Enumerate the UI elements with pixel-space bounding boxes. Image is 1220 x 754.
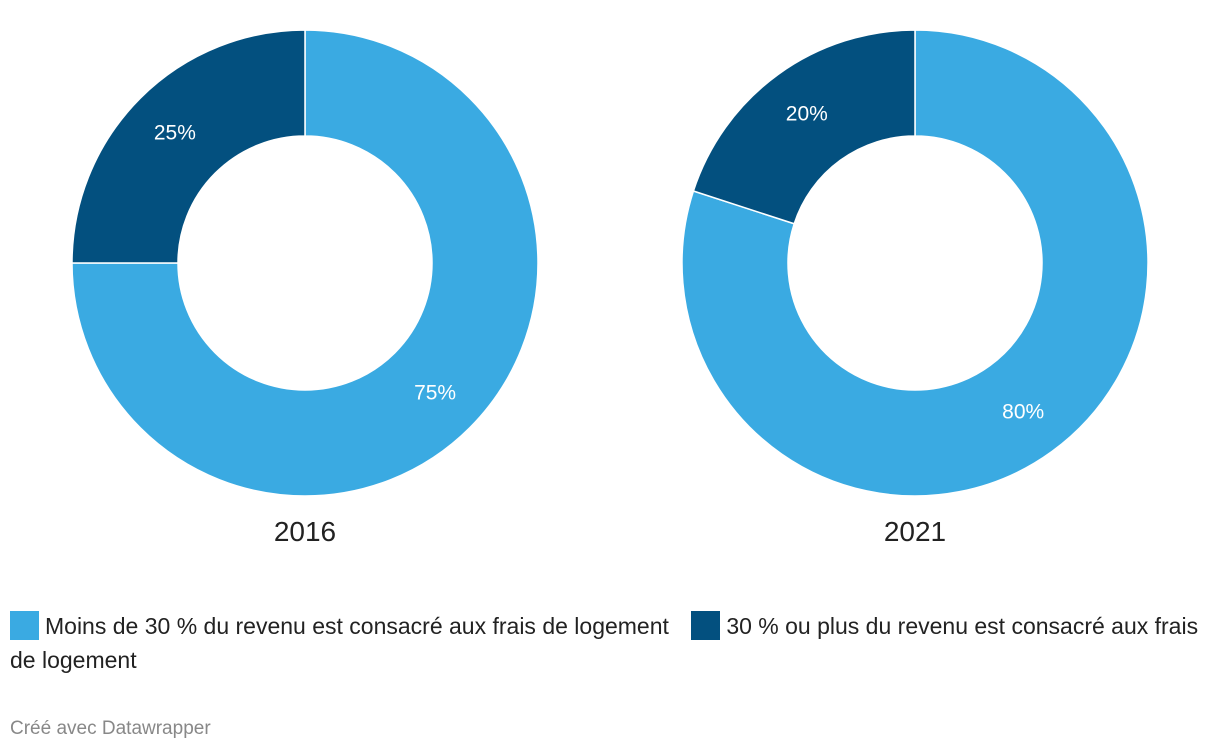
slice-label-2016-0: 75%: [414, 382, 456, 405]
slice-label-2016-1: 25%: [154, 121, 196, 144]
legend: Moins de 30 % du revenu est consacré aux…: [10, 609, 1205, 677]
slice-2021-30-ou-plus-du-revenu[interactable]: [692, 29, 916, 225]
chart-title-2016: 2016: [274, 516, 336, 547]
donut-chart-2016: 75% 25% 2016: [71, 29, 539, 547]
legend-item-moins-de-30: Moins de 30 % du revenu est consacré aux…: [10, 611, 675, 640]
slice-label-2021-0: 80%: [1002, 400, 1044, 423]
legend-label-30-ou-plus: 30 % ou plus du revenu est consacré aux …: [10, 613, 1199, 673]
legend-item-30-ou-plus: 30 % ou plus du revenu est consacré aux …: [10, 611, 1199, 673]
chart-title-2021: 2021: [884, 516, 946, 547]
legend-swatch-moins-de-30: [10, 611, 39, 640]
slice-2021-moins-de-30-du-reven[interactable]: [681, 29, 1149, 497]
donut-charts: 75% 25% 2016 80% 20% 2021: [71, 29, 1149, 547]
legend-swatch-30-ou-plus: [691, 611, 721, 640]
donut-chart-2021: 80% 20% 2021: [681, 29, 1149, 547]
slice-2016-30-ou-plus-du-revenu[interactable]: [71, 29, 306, 264]
slice-2016-moins-de-30-du-reven[interactable]: [71, 29, 539, 497]
legend-label-moins-de-30: Moins de 30 % du revenu est consacré aux…: [45, 613, 669, 639]
datawrapper-credit[interactable]: Créé avec Datawrapper: [10, 718, 211, 739]
slice-label-2021-1: 20%: [786, 103, 828, 126]
